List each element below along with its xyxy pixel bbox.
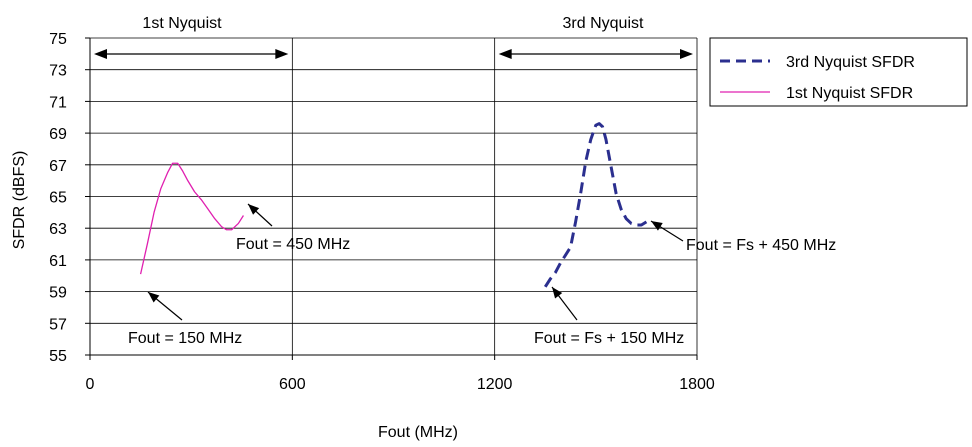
series-line-3rd-nyquist	[543, 122, 648, 288]
annotation-label: Fout = Fs + 450 MHz	[686, 237, 836, 254]
x-tick-label: 600	[279, 376, 306, 393]
y-tick-label: 67	[49, 158, 67, 175]
region-arrowhead-right	[275, 49, 289, 59]
annotation-label: Fout = 150 MHz	[128, 330, 242, 347]
region-label: 1st Nyquist	[142, 15, 222, 32]
legend-label-3rd-nyquist: 3rd Nyquist SFDR	[786, 54, 915, 71]
annotation-arrowhead	[248, 204, 260, 215]
annotations: Fout = 150 MHz Fout = 450 MHz Fout = Fs + …	[128, 203, 836, 347]
x-tick-label: 1800	[679, 376, 715, 393]
y-axis-label: SFDR (dBFS)	[11, 151, 28, 250]
x-tick-label: 0	[86, 376, 95, 393]
annotation-label: Fout = 450 MHz	[236, 236, 350, 253]
region-arrowhead-left	[94, 49, 107, 59]
axes	[85, 37, 698, 360]
x-tick-labels: 0 600 1200 1800	[86, 376, 715, 393]
y-tick-label: 59	[49, 285, 67, 302]
series-lines	[139, 122, 648, 288]
annotation-arrowhead	[651, 221, 663, 231]
y-tick-label: 65	[49, 190, 67, 207]
region-arrowhead-left	[498, 49, 512, 59]
y-tick-label: 63	[49, 221, 67, 238]
series-line-1st-nyquist	[139, 162, 244, 275]
y-tick-label: 69	[49, 126, 67, 143]
annotation-arrowhead	[148, 292, 160, 303]
y-tick-label: 57	[49, 316, 67, 333]
annotation-label: Fout = Fs + 150 MHz	[534, 330, 684, 347]
y-tick-label: 61	[49, 253, 67, 270]
legend-label-1st-nyquist: 1st Nyquist SFDR	[786, 85, 913, 102]
legend-box	[709, 37, 968, 107]
grid-lines	[89, 37, 698, 356]
x-tick-label: 1200	[477, 376, 513, 393]
y-tick-label: 71	[49, 94, 67, 111]
y-tick-label: 73	[49, 63, 67, 80]
legend: 3rd Nyquist SFDR 1st Nyquist SFDR	[709, 37, 968, 107]
region-label: 3rd Nyquist	[563, 15, 644, 32]
y-tick-labels: 55 57 59 61 63 65 67 69 71 73 75	[49, 31, 67, 365]
y-tick-label: 55	[49, 348, 67, 365]
x-axis-label: Fout (MHz)	[378, 424, 458, 441]
region-arrowhead-right	[680, 49, 693, 59]
nyquist-regions: 1st Nyquist 3rd Nyquist	[94, 15, 693, 59]
annotation-arrowhead	[552, 287, 563, 299]
y-tick-label: 75	[49, 31, 67, 48]
